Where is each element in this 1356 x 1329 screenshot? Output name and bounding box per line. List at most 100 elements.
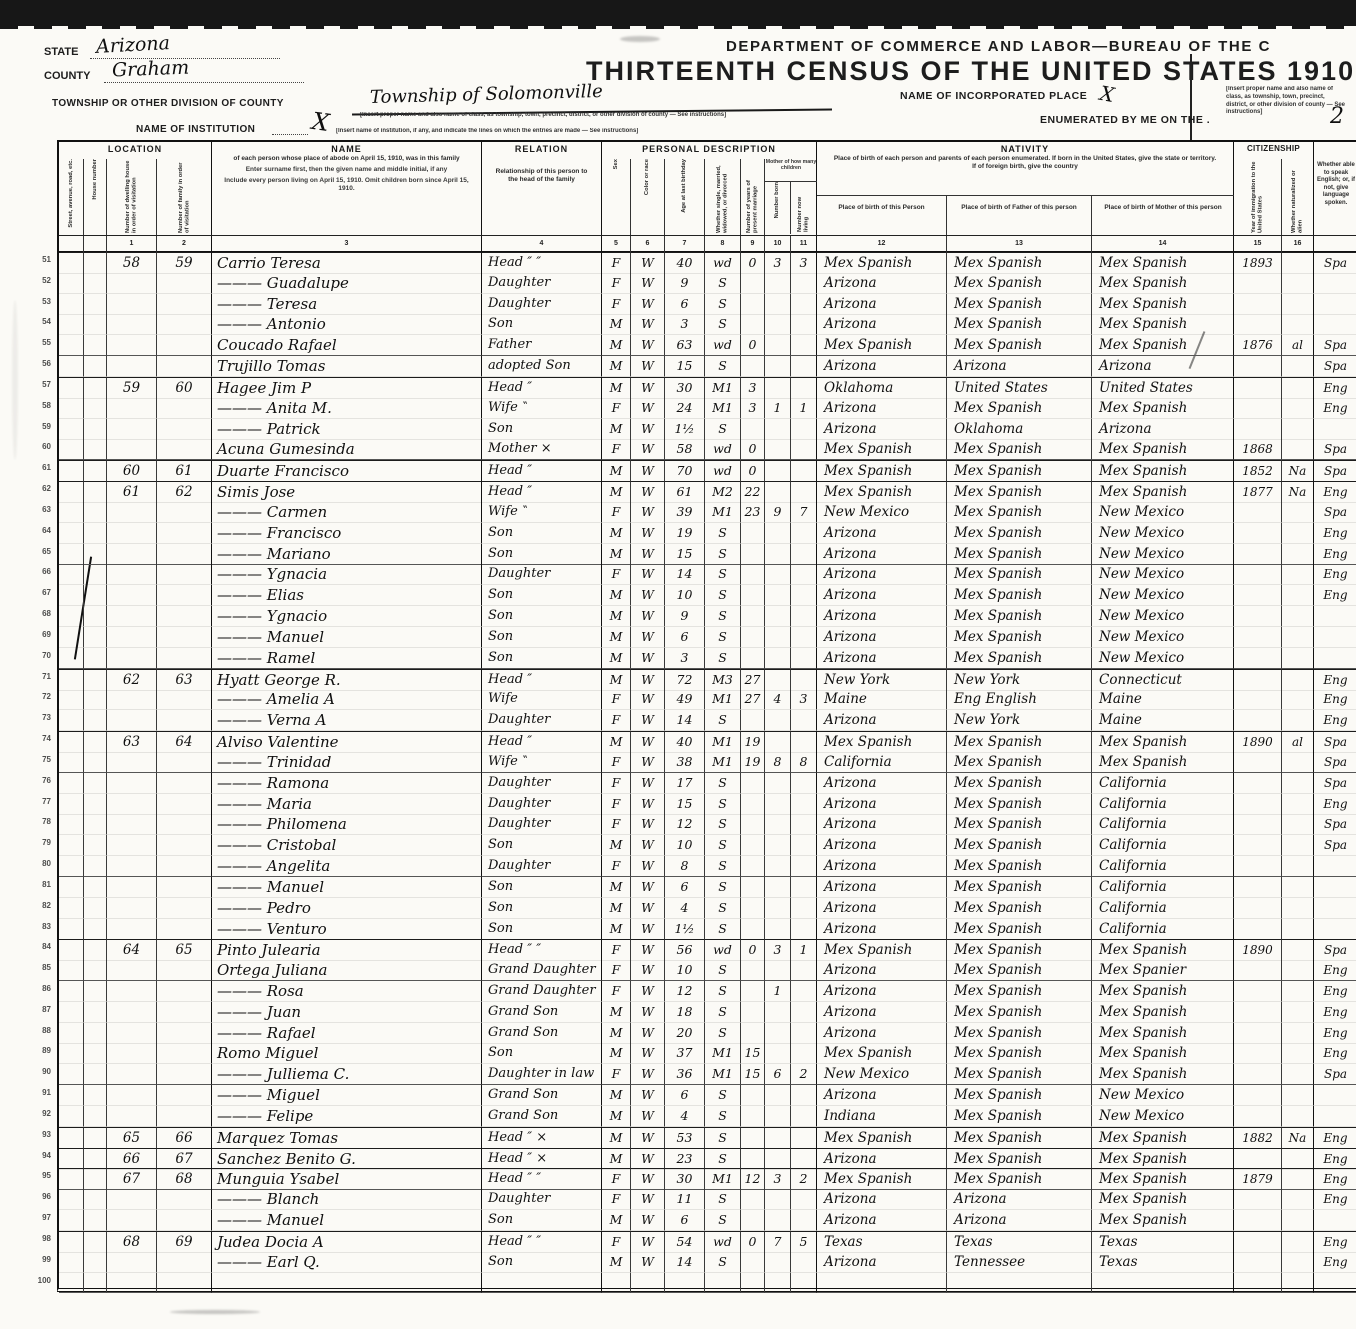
cell-birthplace_person: Arizona bbox=[817, 543, 947, 565]
cell-sex: F bbox=[602, 252, 631, 274]
cell-house bbox=[84, 731, 107, 754]
cell-language: Eng bbox=[1314, 1168, 1356, 1191]
table-row: 61 62 Simis Jose Head ″ M W 61 M2 22 Mex Spanish M… bbox=[59, 481, 1356, 504]
cell-children_born bbox=[765, 1272, 791, 1294]
cell-color: W bbox=[631, 731, 665, 754]
cell-language: Spa bbox=[1314, 335, 1356, 357]
cell-house bbox=[84, 647, 107, 669]
cell-age: 15 bbox=[665, 543, 705, 565]
cell-birthplace_mother: Mex Spanish bbox=[1092, 397, 1234, 419]
cell-name: ——— Amelia A bbox=[212, 689, 482, 711]
cell-children_living: 2 bbox=[791, 1168, 817, 1191]
cell-birthplace_mother: New Mexico bbox=[1092, 564, 1234, 586]
cell-naturalized bbox=[1282, 1147, 1314, 1170]
cell-house bbox=[84, 439, 107, 461]
cell-color: W bbox=[631, 980, 665, 1002]
cell-relation: Daughter bbox=[482, 710, 602, 732]
cell-birthplace_person: Arizona bbox=[817, 293, 947, 315]
institution-fill-line bbox=[272, 122, 308, 135]
cell-dwelling bbox=[107, 606, 157, 628]
cell-sex: M bbox=[602, 356, 631, 378]
cell-marital: S bbox=[705, 272, 741, 294]
cell-children_born: 9 bbox=[765, 501, 791, 523]
cell-street bbox=[59, 1022, 84, 1044]
cell-age: 6 bbox=[665, 293, 705, 315]
cell-house bbox=[84, 1210, 107, 1232]
cell-age: 54 bbox=[665, 1230, 705, 1253]
cell-years_married bbox=[741, 1147, 765, 1170]
cell-age: 12 bbox=[665, 814, 705, 836]
cell-naturalized bbox=[1282, 397, 1314, 419]
table-row: ——— Teresa Daughter F W 6 S Arizona Mex Spanish… bbox=[59, 293, 1356, 315]
cell-naturalized bbox=[1282, 356, 1314, 378]
table-row: ——— Rafael Grand Son M W 20 S Arizona Mex Spani… bbox=[59, 1022, 1356, 1044]
cell-family bbox=[157, 585, 212, 607]
cell-children_living bbox=[791, 543, 817, 565]
institution-value-handwriting: X bbox=[310, 106, 331, 138]
cell-marital: S bbox=[705, 814, 741, 836]
cell-dwelling bbox=[107, 418, 157, 440]
cell-children_living bbox=[791, 1147, 817, 1170]
cell-birthplace_mother: Mex Spanish bbox=[1092, 460, 1234, 483]
table-row: ——— Blanch Daughter F W 11 S Arizona Arizona Mex… bbox=[59, 1189, 1356, 1211]
cell-language bbox=[1314, 1106, 1356, 1127]
cell-birthplace_father: Mex Spanish bbox=[947, 460, 1092, 483]
cell-sex: M bbox=[602, 1022, 631, 1044]
scan-smudge bbox=[12, 300, 18, 460]
cell-sex: M bbox=[602, 918, 631, 940]
line-number: 56 bbox=[42, 359, 51, 369]
line-number: 68 bbox=[42, 609, 51, 619]
cell-relation: Daughter bbox=[482, 564, 602, 586]
cell-language bbox=[1314, 919, 1356, 940]
cell-years_married: 19 bbox=[741, 751, 765, 773]
cell-marital: S bbox=[705, 772, 741, 794]
cell-street bbox=[59, 481, 84, 504]
line-number: 72 bbox=[42, 692, 51, 702]
cell-children_living bbox=[791, 272, 817, 294]
cell-name: Hagee Jim P bbox=[212, 376, 482, 399]
incorporated-place-label-text: NAME OF INCORPORATED PLACE bbox=[900, 90, 1088, 102]
incorporated-place-label: NAME OF INCORPORATED PLACE bbox=[900, 90, 1087, 102]
cell-naturalized: al bbox=[1282, 335, 1314, 357]
cell-family bbox=[157, 710, 212, 732]
line-number: 67 bbox=[42, 588, 51, 598]
cell-birthplace_person: Mex Spanish bbox=[817, 335, 947, 357]
cell-naturalized: Na bbox=[1282, 481, 1314, 504]
cell-years_married: 0 bbox=[741, 939, 765, 962]
table-row: ——— Guadalupe Daughter F W 9 S Arizona Mex Span… bbox=[59, 272, 1356, 294]
cell-marital: S bbox=[705, 918, 741, 940]
cell-children_born: 1 bbox=[765, 397, 791, 419]
cell-children_born bbox=[765, 314, 791, 336]
cell-year_immigration: 1893 bbox=[1234, 252, 1282, 274]
table-row: ——— Ramel Son M W 3 S Arizona Mex Spanish New Me… bbox=[59, 647, 1356, 669]
cell-naturalized bbox=[1282, 960, 1314, 982]
cell-name: ——— Patrick bbox=[212, 418, 482, 440]
cell-family bbox=[157, 1022, 212, 1044]
cell-relation: Daughter bbox=[482, 814, 602, 836]
cell-years_married: 0 bbox=[741, 335, 765, 357]
cell-children_born bbox=[765, 543, 791, 565]
cell-name: ——— Francisco bbox=[212, 522, 482, 544]
cell-name: ——— Felipe bbox=[212, 1105, 482, 1127]
cell-language bbox=[1314, 877, 1356, 898]
cell-street bbox=[59, 1001, 84, 1023]
township-label-text: TOWNSHIP OR OTHER DIVISION OF COUNTY bbox=[52, 98, 284, 109]
cell-birthplace_father: Mex Spanish bbox=[947, 314, 1092, 336]
cell-age: 6 bbox=[665, 1210, 705, 1232]
cell-color: W bbox=[631, 689, 665, 711]
table-row: 60 61 Duarte Francisco Head ″ M W 70 wd 0 Mex Spa… bbox=[59, 460, 1356, 483]
cell-children_born bbox=[765, 1147, 791, 1170]
cell-year_immigration bbox=[1234, 751, 1282, 773]
cell-year_immigration bbox=[1234, 647, 1282, 669]
cell-birthplace_person: Mex Spanish bbox=[817, 1043, 947, 1065]
cell-street bbox=[59, 314, 84, 336]
table-row: ——— Pedro Son M W 4 S Arizona Mex Spanish Califo… bbox=[59, 897, 1356, 919]
cell-year_immigration bbox=[1234, 876, 1282, 898]
cell-naturalized bbox=[1282, 793, 1314, 815]
cell-birthplace_father: Mex Spanish bbox=[947, 751, 1092, 773]
cell-naturalized bbox=[1282, 522, 1314, 544]
line-number: 94 bbox=[42, 1150, 51, 1160]
cell-birthplace_father: Mex Spanish bbox=[947, 1064, 1092, 1086]
cell-birthplace_father: New York bbox=[947, 710, 1092, 732]
